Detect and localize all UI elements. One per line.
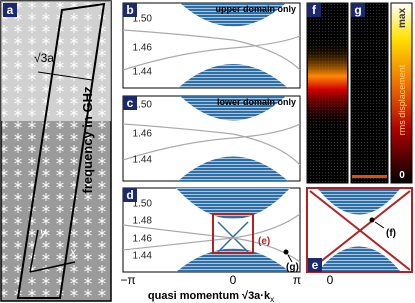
panel-label: d	[126, 188, 133, 202]
x-tick-label: 0	[230, 273, 237, 287]
y-tick-label: 1.46	[133, 234, 153, 245]
axis-y-label: y	[39, 225, 47, 239]
panel-d: (e) (g) 1.50 1.48 1.46 1.44 d	[122, 187, 301, 273]
y-axis-label: frequency in GHz	[80, 86, 95, 193]
colorbar: max rms displacement 0	[390, 2, 413, 184]
panel-note: upper domain only	[215, 4, 296, 14]
x-axis-label-sub: x	[270, 295, 274, 303]
y-tick-label: 1.46	[133, 43, 153, 54]
length-label: √3a	[34, 51, 54, 65]
callout: (g)	[286, 262, 299, 273]
y-tick-label: 1.44	[133, 67, 153, 78]
x-axis-label: quasi momentum √3a·kx	[148, 290, 274, 303]
x-tick-label: π	[293, 273, 301, 287]
panel-g: g	[350, 2, 389, 184]
callout: (f)	[386, 228, 396, 239]
panel-label: a	[7, 3, 14, 17]
y-tick-label: 1.50	[133, 199, 153, 210]
y-tick-label: 1.50	[133, 100, 153, 111]
y-tick-label: 1.44	[133, 155, 153, 166]
panel-label: f	[312, 3, 317, 17]
panel-note: lower domain only	[217, 97, 296, 107]
y-tick-label: 1.46	[133, 129, 153, 140]
x-tick-label: 0	[327, 273, 334, 287]
panel-label: b	[126, 3, 133, 17]
y-tick-label: 1.44	[133, 251, 153, 262]
panel-b: upper domain only 1.50 1.46 1.44 b	[122, 2, 301, 89]
colorbar-max: max	[397, 8, 408, 28]
y-tick-label: 1.50	[133, 14, 153, 25]
panel-f: f	[306, 2, 349, 184]
panel-label: c	[127, 96, 134, 110]
panel-c: lower domain only 1.50 1.46 1.44 c	[122, 95, 301, 182]
panel-a: √3a x y a	[0, 0, 112, 302]
panel-e: (f) e 0	[306, 187, 413, 287]
axis-x-label: x	[69, 245, 77, 259]
x-tick-label: −π	[120, 273, 135, 287]
x-axis-label-main: quasi momentum √3a·k	[148, 290, 271, 302]
colorbar-min: 0	[399, 170, 405, 181]
y-tick-label: 1.48	[133, 216, 153, 227]
callout: (e)	[258, 236, 270, 247]
panel-label: e	[312, 258, 319, 272]
panel-label: g	[354, 3, 361, 17]
colorbar-title: rms displacement	[397, 64, 407, 135]
